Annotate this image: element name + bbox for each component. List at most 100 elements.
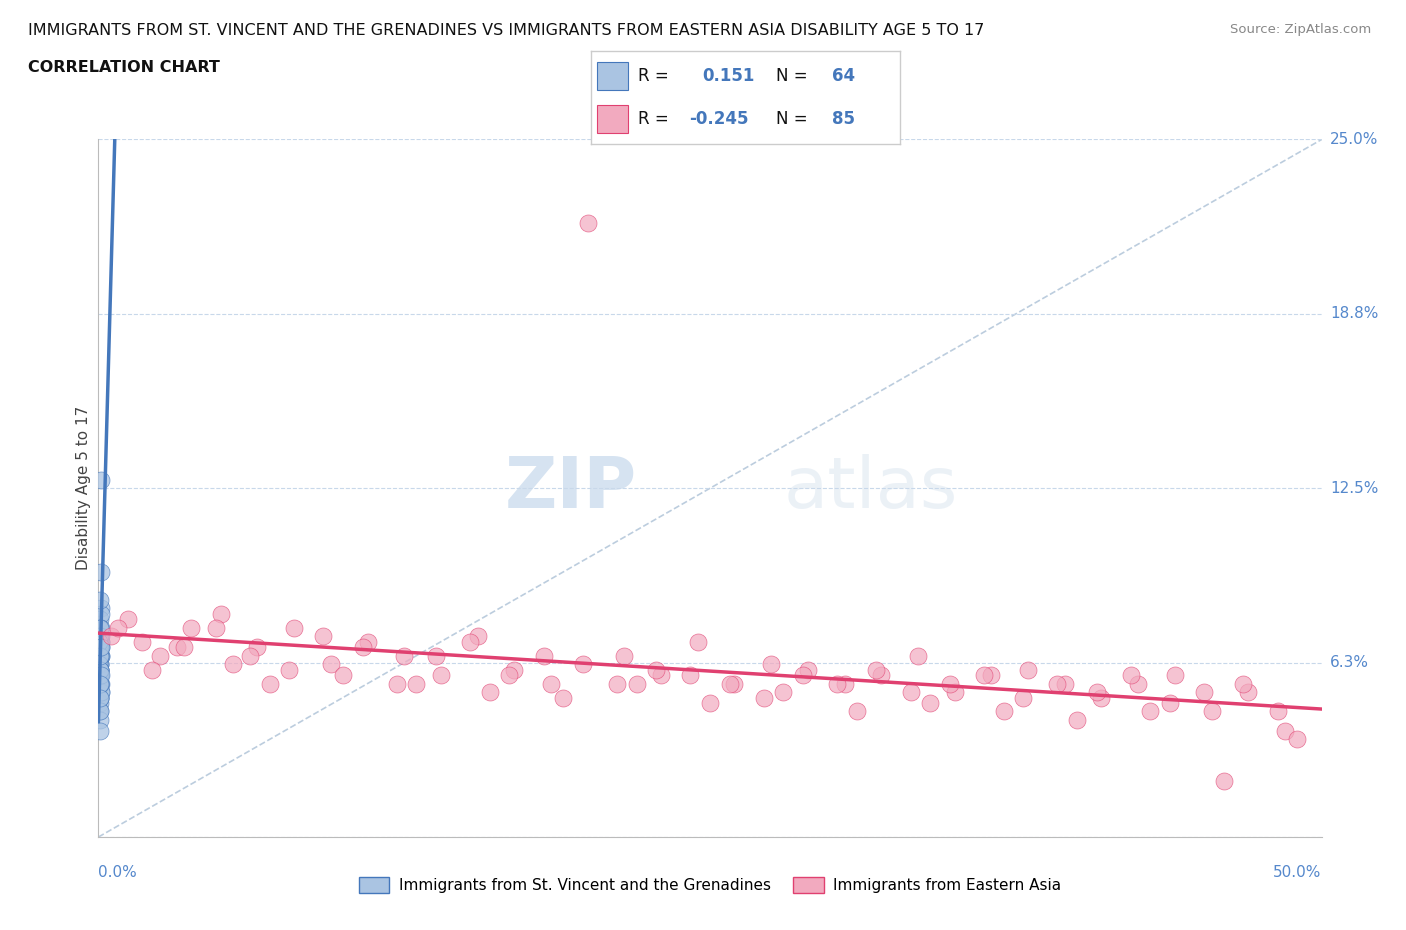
Point — [626, 676, 648, 691]
Point — [467, 629, 489, 644]
Text: Source: ZipAtlas.com: Source: ZipAtlas.com — [1230, 23, 1371, 36]
Point — [686, 634, 709, 649]
Text: ZIP: ZIP — [505, 454, 637, 523]
Point — [90, 620, 112, 635]
Point — [89, 676, 111, 691]
Point — [173, 640, 195, 655]
Point — [613, 648, 636, 663]
Point — [834, 676, 856, 691]
Text: R =: R = — [638, 110, 669, 128]
Point — [89, 690, 111, 705]
Text: 0.0%: 0.0% — [98, 865, 138, 880]
Point — [1164, 668, 1187, 683]
Legend: Immigrants from St. Vincent and the Grenadines, Immigrants from Eastern Asia: Immigrants from St. Vincent and the Gren… — [353, 870, 1067, 899]
Point — [405, 676, 427, 691]
Point — [718, 676, 741, 691]
Point — [332, 668, 354, 683]
Point — [845, 704, 868, 719]
Point — [645, 662, 668, 677]
Point — [89, 620, 111, 635]
Point — [89, 690, 111, 705]
Point — [89, 657, 111, 671]
Point — [650, 668, 672, 683]
Point — [478, 684, 501, 699]
Point — [356, 634, 378, 649]
Point — [825, 676, 848, 691]
Point — [1192, 684, 1215, 699]
Point — [90, 606, 112, 621]
Point — [920, 696, 942, 711]
Point — [89, 662, 111, 677]
Point — [503, 662, 526, 677]
Point — [90, 640, 112, 655]
Point — [553, 690, 575, 705]
Text: IMMIGRANTS FROM ST. VINCENT AND THE GRENADINES VS IMMIGRANTS FROM EASTERN ASIA D: IMMIGRANTS FROM ST. VINCENT AND THE GREN… — [28, 23, 984, 38]
Text: CORRELATION CHART: CORRELATION CHART — [28, 60, 219, 75]
Text: R =: R = — [638, 67, 669, 86]
Point — [1085, 684, 1108, 699]
Point — [89, 676, 111, 691]
Point — [89, 690, 111, 705]
Point — [89, 668, 111, 683]
Point — [89, 648, 111, 663]
Point — [1017, 662, 1039, 677]
Point — [89, 634, 111, 649]
Text: 0.151: 0.151 — [702, 67, 754, 86]
Point — [1053, 676, 1076, 691]
Point — [246, 640, 269, 655]
Point — [205, 620, 228, 635]
Point — [458, 634, 481, 649]
Point — [385, 676, 408, 691]
Point — [89, 612, 111, 627]
Point — [907, 648, 929, 663]
Point — [89, 704, 111, 719]
Text: 85: 85 — [832, 110, 855, 128]
Point — [89, 676, 111, 691]
Point — [90, 648, 112, 663]
Point — [89, 676, 111, 691]
Point — [772, 684, 794, 699]
Point — [107, 620, 129, 635]
Point — [259, 676, 281, 691]
Point — [699, 696, 721, 711]
Point — [90, 684, 112, 699]
Point — [90, 565, 112, 579]
Point — [100, 629, 122, 644]
Point — [149, 648, 172, 663]
Point — [89, 648, 111, 663]
Point — [89, 634, 111, 649]
Point — [425, 648, 447, 663]
Text: 25.0%: 25.0% — [1330, 132, 1378, 147]
Point — [89, 704, 111, 719]
Point — [89, 662, 111, 677]
Point — [89, 620, 111, 635]
Point — [209, 606, 232, 621]
Bar — [596, 105, 627, 133]
Point — [576, 216, 599, 231]
Point — [1274, 724, 1296, 738]
Point — [180, 620, 202, 635]
Point — [865, 662, 887, 677]
Point — [89, 724, 111, 738]
Point — [430, 668, 453, 683]
Point — [89, 657, 111, 671]
Point — [90, 634, 112, 649]
Point — [752, 690, 775, 705]
Point — [1066, 712, 1088, 727]
Point — [606, 676, 628, 691]
Point — [141, 662, 163, 677]
Point — [900, 684, 922, 699]
Point — [89, 676, 111, 691]
Text: 6.3%: 6.3% — [1330, 655, 1369, 671]
Point — [89, 629, 111, 644]
Text: -0.245: -0.245 — [689, 110, 749, 128]
Point — [166, 640, 188, 655]
Point — [222, 657, 245, 671]
Point — [90, 634, 112, 649]
Point — [1128, 676, 1150, 691]
Bar — [596, 62, 627, 90]
Point — [117, 612, 139, 627]
Point — [1139, 704, 1161, 719]
Point — [797, 662, 820, 677]
Point — [89, 662, 111, 677]
